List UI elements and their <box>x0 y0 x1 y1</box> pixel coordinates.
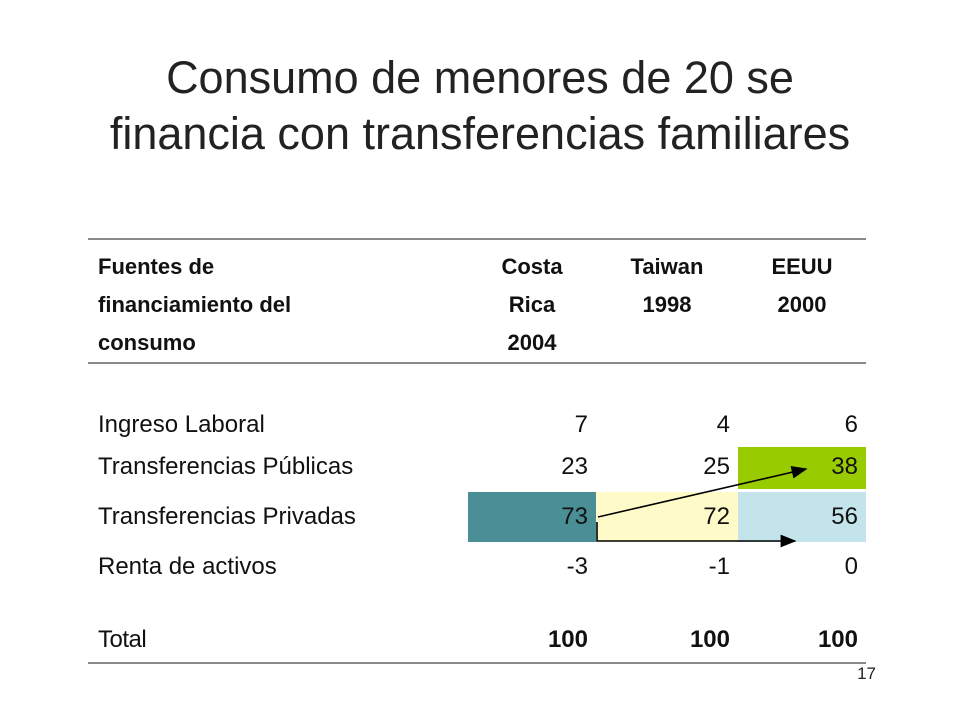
row-label-transferencias-privadas: Transferencias Privadas <box>98 503 356 530</box>
header-source-line-2: financiamiento del <box>98 292 292 317</box>
cell-total-eeuu: 100 <box>817 626 858 653</box>
cell-total-costa-rica: 100 <box>547 626 588 653</box>
row-label-total: Total <box>98 626 147 653</box>
title-line-1: Consumo de menores de 20 se <box>166 52 794 103</box>
header-costa-rica-line-3: 2004 <box>507 330 557 355</box>
header-taiwan: Taiwan 1998 <box>596 248 738 324</box>
row-label-ingreso-laboral: Ingreso Laboral <box>98 411 265 438</box>
header-costa-rica: Costa Rica 2004 <box>468 248 596 362</box>
cell-renta-taiwan: -1 <box>708 553 730 580</box>
header-eeuu: EEUU 2000 <box>738 248 866 324</box>
cell-ingreso-taiwan: 4 <box>716 411 730 438</box>
slide-title: Consumo de menores de 20 se financia con… <box>40 50 920 162</box>
header-source-column: Fuentes de financiamiento del consumo <box>98 248 458 362</box>
cell-renta-costa-rica: -3 <box>566 553 588 580</box>
table-bottom-rule <box>88 662 866 664</box>
cell-total-taiwan: 100 <box>689 626 730 653</box>
table-header-rule <box>88 362 866 364</box>
cell-privadas-taiwan: 72 <box>596 492 738 542</box>
cell-ingreso-costa-rica: 7 <box>574 411 588 438</box>
page-number: 17 <box>857 664 876 683</box>
cell-ingreso-eeuu: 6 <box>844 411 858 438</box>
row-label-renta-de-activos: Renta de activos <box>98 553 277 580</box>
header-eeuu-line-1: EEUU <box>771 254 833 279</box>
cell-privadas-eeuu: 56 <box>738 492 866 542</box>
header-costa-rica-line-2: Rica <box>508 292 556 317</box>
row-label-transferencias-publicas: Transferencias Públicas <box>98 453 354 480</box>
header-taiwan-line-1: Taiwan <box>630 254 704 279</box>
cell-renta-eeuu: 0 <box>844 553 858 580</box>
title-line-2: financia con transferencias familiares <box>109 108 851 159</box>
header-eeuu-line-2: 2000 <box>777 292 827 317</box>
cell-publicas-taiwan: 25 <box>703 453 730 480</box>
cell-publicas-costa-rica: 23 <box>561 453 588 480</box>
header-source-line-3: consumo <box>98 330 196 355</box>
cell-publicas-eeuu: 38 <box>738 447 866 489</box>
header-source-line-1: Fuentes de <box>98 254 215 279</box>
header-costa-rica-line-1: Costa <box>501 254 563 279</box>
cell-privadas-costa-rica: 73 <box>468 492 596 542</box>
header-taiwan-line-2: 1998 <box>642 292 692 317</box>
table-top-rule <box>88 238 866 240</box>
